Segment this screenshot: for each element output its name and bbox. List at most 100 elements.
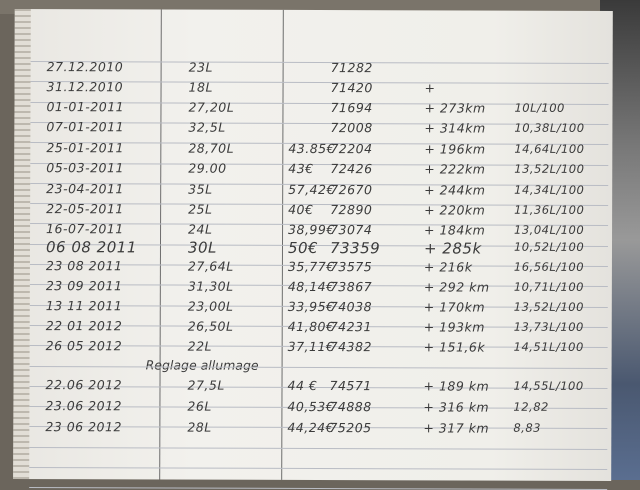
cell-odometer: 72890 xyxy=(330,202,373,218)
log-row: 05-03-2011 29.00 43€ 72426 + 222km 13,52L/100 xyxy=(14,160,612,182)
cell-price: 43€ xyxy=(288,160,314,177)
cell-price: 48,14€ xyxy=(287,278,335,295)
cell-date: 31.12.2010 xyxy=(46,79,124,95)
cell-consumption: 10,52L/100 xyxy=(513,239,585,254)
cell-price: 44 € xyxy=(287,377,318,394)
cell-price: 37,11€ xyxy=(287,338,335,355)
cell-liters: 23L xyxy=(188,59,214,75)
cell-date: 22-05-2011 xyxy=(46,201,124,217)
log-row: 23 08 2011 27,64L 35,77€ 73575 + 216k 16,56L/… xyxy=(14,258,612,280)
log-row: 06 08 2011 30L 50€ 73359 + 285k 10,52L/100 xyxy=(14,238,612,260)
cell-odometer: 74382 xyxy=(329,339,372,355)
cell-date: 01-01-2011 xyxy=(46,99,125,115)
cell-consumption: 14,55L/100 xyxy=(513,378,584,393)
cell-odometer: 74038 xyxy=(329,299,373,315)
cell-distance: + 316 km xyxy=(423,399,490,415)
cell-distance: + 292 km xyxy=(423,279,490,295)
cell-liters: 27,64L xyxy=(187,258,234,274)
cell-odometer: 72426 xyxy=(330,161,373,177)
cell-consumption: 14,51L/100 xyxy=(513,339,584,354)
cell-liters: 29.00 xyxy=(188,160,227,176)
cell-liters: 23,00L xyxy=(187,298,234,314)
cell-distance: + 244km xyxy=(424,182,486,198)
cell-date: 22 01 2012 xyxy=(45,318,123,334)
log-row: 22-05-2011 25L 40€ 72890 + 220km 11,36L/100 xyxy=(14,201,612,223)
cell-distance: + 216k xyxy=(423,259,473,275)
cell-consumption: 14,64L/100 xyxy=(514,141,585,156)
cell-price: 33,95€ xyxy=(287,298,335,315)
log-row: 23 06 2012 28L 44,24€ 75205 + 317 km 8,83 xyxy=(13,419,611,441)
log-row: 25-01-2011 28,70L 43.85€ 72204 + 196km 14,64L… xyxy=(14,140,612,162)
cell-distance: + 170km xyxy=(423,299,486,315)
cell-date: 05-03-2011 xyxy=(46,160,124,176)
ruled-line xyxy=(29,365,608,369)
cell-liters: 22L xyxy=(187,338,213,354)
cell-odometer: 72204 xyxy=(330,141,373,157)
log-row: 01-01-2011 27,20L 71694 + 273km 10L/100 xyxy=(14,99,612,121)
cell-odometer: 71420 xyxy=(330,80,373,96)
cell-consumption: 13,52L/100 xyxy=(514,161,585,176)
cell-liters: 25L xyxy=(188,201,213,217)
ruled-line xyxy=(29,446,608,450)
cell-odometer: 73074 xyxy=(330,222,373,238)
cell-distance: + 317 km xyxy=(423,420,490,436)
cell-date: 26 05 2012 xyxy=(45,338,123,354)
cell-price: 35,77€ xyxy=(287,258,335,275)
cell-liters: 32,5L xyxy=(188,119,226,135)
notebook-page: Reglage allumage 27.12.2010 23L 71282 31.12… xyxy=(13,8,613,490)
cell-date: 25-01-2011 xyxy=(46,140,125,156)
cell-distance: + 193km xyxy=(423,319,485,335)
cell-liters: 26,50L xyxy=(187,318,234,334)
cell-distance: + 285k xyxy=(423,239,482,258)
cell-price: 40€ xyxy=(288,201,314,218)
cell-price: 44,24€ xyxy=(287,419,335,436)
cell-date: 22.06 2012 xyxy=(45,377,123,393)
log-row: 22.06 2012 27,5L 44 € 74571 + 189 km 14,55L/1… xyxy=(13,377,611,399)
cell-liters: 18L xyxy=(188,79,213,95)
cell-liters: 27,20L xyxy=(188,99,235,115)
cell-consumption: 12,82 xyxy=(513,399,549,414)
cell-date: 16-07-2011 xyxy=(46,221,124,237)
cell-liters: 27,5L xyxy=(187,377,225,393)
log-row: 07-01-2011 32,5L 72008 + 314km 10,38L/100 xyxy=(14,119,612,141)
log-row: 26 05 2012 22L 37,11€ 74382 + 151,6k 14,51L/1… xyxy=(14,338,612,360)
cell-consumption: 10,38L/100 xyxy=(514,120,585,135)
cell-distance: + 273km xyxy=(424,100,486,116)
cell-odometer: 72670 xyxy=(330,182,373,198)
cell-date: 23-04-2011 xyxy=(46,181,124,197)
log-row: 13 11 2011 23,00L 33,95€ 74038 + 170km 13,52L… xyxy=(14,298,612,320)
log-row: 23.06 2012 26L 40,53€ 74888 + 316 km 12,82 xyxy=(13,398,611,420)
cell-date: 06 08 2011 xyxy=(45,238,137,257)
ruled-line xyxy=(29,467,608,471)
cell-distance: + 220km xyxy=(424,202,486,218)
cell-date: 23 08 2011 xyxy=(45,258,123,274)
cell-liters: 28,70L xyxy=(188,140,235,156)
cell-consumption: 10L/100 xyxy=(514,100,565,115)
log-row: 31.12.2010 18L 71420 + xyxy=(15,79,613,101)
cell-odometer: 73575 xyxy=(329,259,373,275)
cell-price: 41,80€ xyxy=(287,318,335,335)
cell-odometer: 72008 xyxy=(330,120,373,136)
cell-odometer: 74571 xyxy=(329,378,372,394)
cell-liters: 28L xyxy=(187,419,212,435)
cell-date: 23.06 2012 xyxy=(45,398,123,414)
cell-consumption: 16,56L/100 xyxy=(513,259,585,274)
cell-date: 23 09 2011 xyxy=(45,278,123,294)
cell-price: 38,99€ xyxy=(288,221,335,238)
cell-price: 40,53€ xyxy=(287,398,335,415)
cell-odometer: 71694 xyxy=(330,100,373,116)
cell-consumption: 8,83 xyxy=(513,420,541,435)
cell-consumption: 13,52L/100 xyxy=(513,299,584,314)
cell-consumption: 13,04L/100 xyxy=(514,222,585,237)
cell-odometer: 74888 xyxy=(329,399,372,415)
cell-date: 27.12.2010 xyxy=(46,59,124,75)
log-row: 22 01 2012 26,50L 41,80€ 74231 + 193km 13,73L… xyxy=(14,318,612,340)
cell-odometer: 73867 xyxy=(329,279,373,295)
cell-date: 23 06 2012 xyxy=(45,419,122,435)
cell-distance: + xyxy=(424,80,436,96)
cell-distance: + 196km xyxy=(424,141,486,157)
cell-liters: 35L xyxy=(188,181,213,197)
cell-distance: + 184km xyxy=(424,222,486,238)
cell-odometer: 75205 xyxy=(329,420,372,436)
cell-liters: 30L xyxy=(187,238,217,257)
